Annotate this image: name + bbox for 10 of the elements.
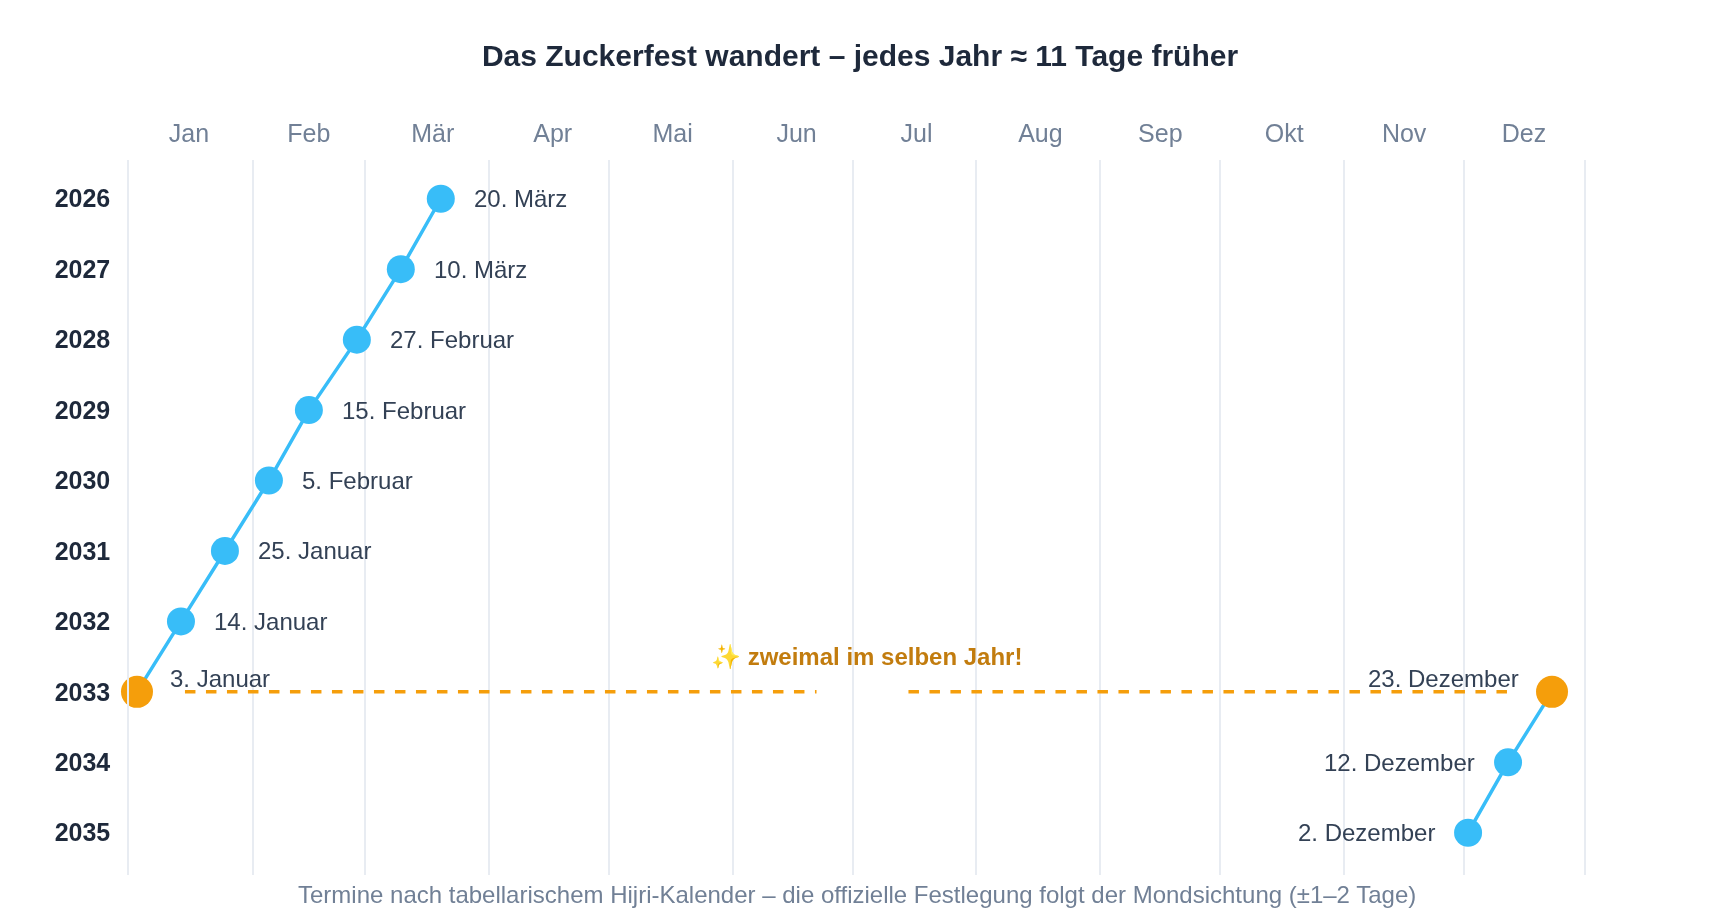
y-tick-label: 2030 [54,466,111,495]
y-tick-label: 2026 [54,184,111,213]
y-tick-label: 2028 [54,325,111,354]
y-tick-label: 2031 [54,536,111,565]
y-tick-label: 2035 [54,818,111,847]
y-tick-label: 2027 [54,254,111,283]
y-tick-label: 2032 [54,607,111,636]
y-tick-label: 2033 [54,677,111,706]
y-tick-label: 2034 [54,748,111,777]
y-tick-label: 2029 [54,395,111,424]
